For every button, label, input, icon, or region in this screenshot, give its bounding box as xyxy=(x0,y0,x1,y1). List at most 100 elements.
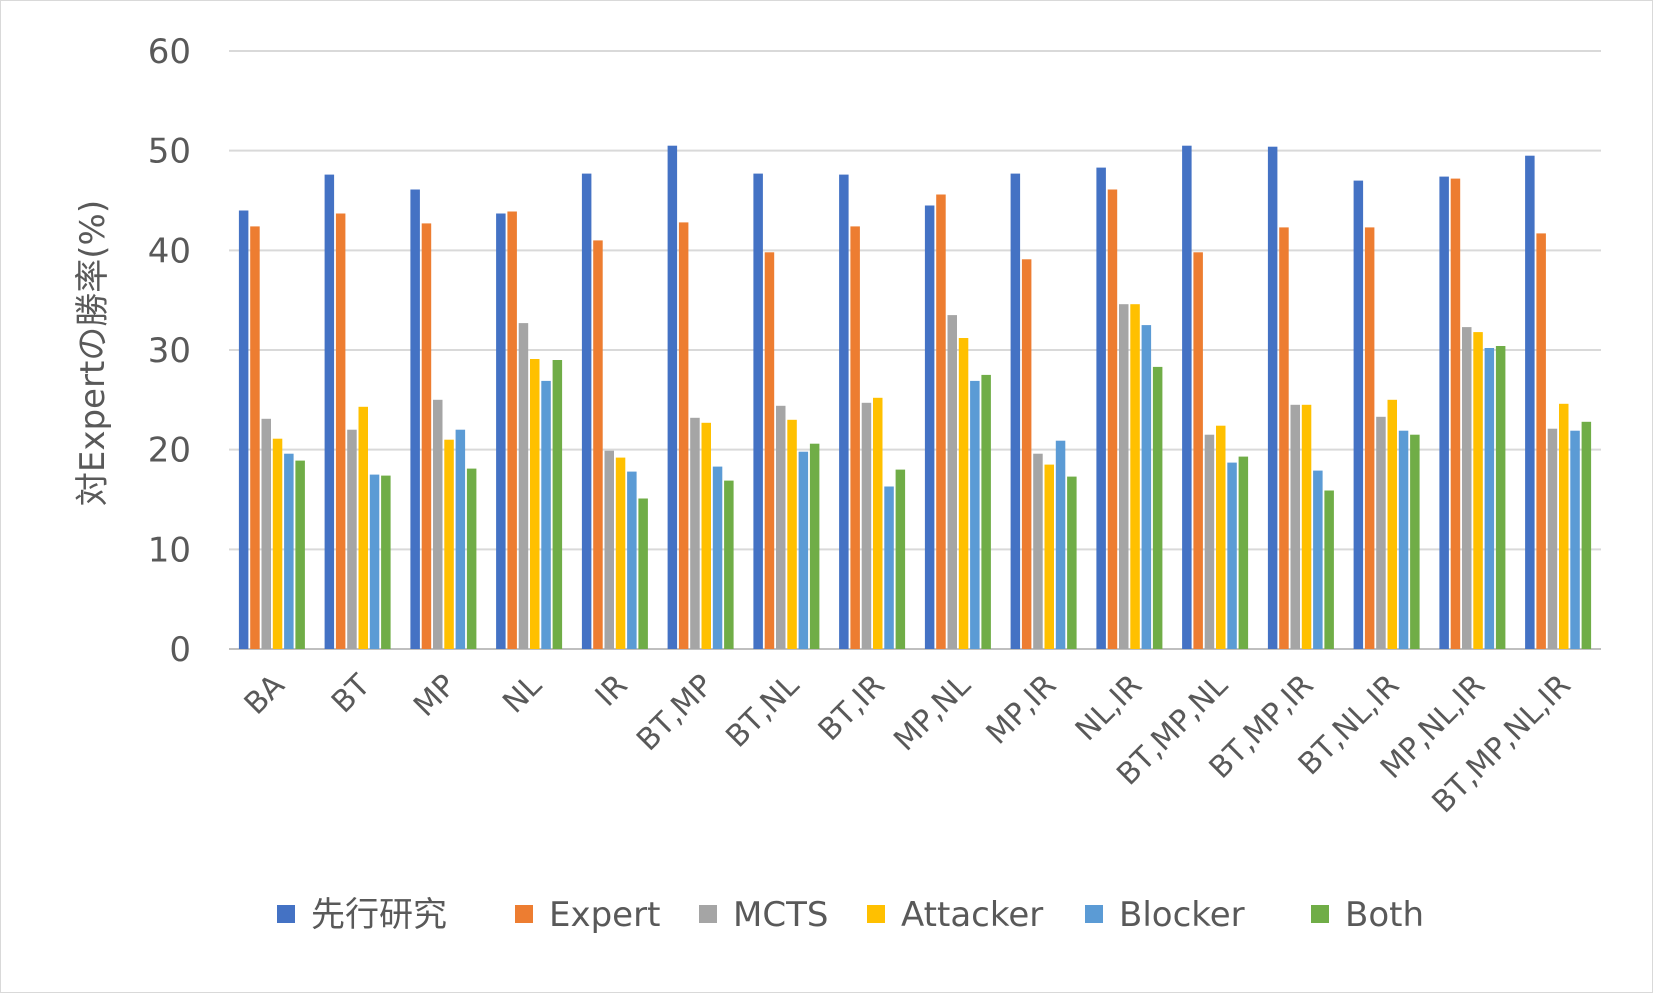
bar xyxy=(896,470,906,649)
bar xyxy=(262,419,272,649)
bar xyxy=(753,174,763,649)
y-tick-label: 50 xyxy=(148,132,191,172)
legend-swatch xyxy=(515,905,533,923)
bar xyxy=(724,481,734,649)
legend-label: Attacker xyxy=(901,895,1043,935)
legend-label: MCTS xyxy=(733,895,828,935)
bar xyxy=(1108,190,1118,650)
bar xyxy=(959,338,969,649)
bar xyxy=(1570,431,1580,649)
legend-swatch xyxy=(277,905,295,923)
bar xyxy=(295,461,305,649)
bar xyxy=(541,381,551,649)
bar xyxy=(839,175,849,649)
bar xyxy=(1045,465,1055,649)
bar xyxy=(1559,404,1569,649)
y-tick-label: 60 xyxy=(148,32,191,72)
legend-label: Expert xyxy=(549,895,660,935)
x-category-label: MP,IR xyxy=(980,668,1064,752)
bar xyxy=(433,400,443,649)
bar xyxy=(1548,429,1558,649)
bar xyxy=(1216,426,1226,649)
bar xyxy=(1182,146,1192,649)
y-tick-label: 0 xyxy=(169,630,191,670)
bar xyxy=(1313,471,1323,649)
bar xyxy=(862,403,872,649)
bar xyxy=(359,407,369,649)
bar xyxy=(873,398,883,649)
bar xyxy=(765,252,775,649)
bar xyxy=(1279,227,1289,649)
bar xyxy=(250,226,260,649)
bar xyxy=(410,190,420,650)
bar xyxy=(787,420,797,649)
bar xyxy=(690,418,700,649)
y-tick-label: 10 xyxy=(148,530,191,570)
bar xyxy=(799,452,809,649)
legend-swatch xyxy=(1085,905,1103,923)
x-category-label: BA xyxy=(238,668,292,722)
bar xyxy=(444,440,454,649)
x-category-label: MP xyxy=(407,668,463,724)
bar xyxy=(507,212,517,650)
bar xyxy=(553,360,563,649)
bar xyxy=(638,499,648,650)
legend-swatch xyxy=(867,905,885,923)
x-category-label: IR xyxy=(589,668,635,714)
legend-label: Both xyxy=(1345,895,1424,935)
bar xyxy=(1536,233,1546,649)
bar xyxy=(713,467,723,649)
y-tick-label: 30 xyxy=(148,331,191,371)
bar xyxy=(981,375,991,649)
y-tick-label: 40 xyxy=(148,231,191,271)
bar xyxy=(1376,417,1386,649)
bar xyxy=(519,323,529,649)
x-category-label: NL,IR xyxy=(1069,668,1149,748)
x-category-label: MP,NL xyxy=(887,668,977,758)
bar xyxy=(1056,441,1066,649)
bar xyxy=(1239,457,1249,649)
bar xyxy=(1033,454,1043,649)
bar xyxy=(1291,405,1301,649)
bar xyxy=(1142,325,1152,649)
x-category-label: NL xyxy=(496,668,549,721)
bar xyxy=(1205,435,1215,649)
bar xyxy=(284,454,294,649)
legend-label: 先行研究 xyxy=(311,895,447,935)
bar xyxy=(1302,405,1312,649)
bar xyxy=(325,175,335,649)
bar xyxy=(1473,332,1483,649)
x-category-label: BT,NL xyxy=(719,668,806,755)
x-category-label: BT,IR xyxy=(812,668,892,748)
bar xyxy=(347,430,357,649)
bar xyxy=(679,222,689,649)
bar xyxy=(936,195,946,650)
x-category-label: BT xyxy=(325,667,378,720)
y-axis-label: 対Expertの勝率(%) xyxy=(73,200,113,506)
bar xyxy=(702,423,712,649)
bar xyxy=(627,472,637,649)
bar xyxy=(1022,259,1032,649)
bar xyxy=(925,206,935,650)
bar xyxy=(422,223,432,649)
y-tick-label: 20 xyxy=(148,431,191,471)
x-category-label: BT,MP xyxy=(630,668,720,758)
bar xyxy=(970,381,980,649)
bar xyxy=(1451,179,1461,649)
bar xyxy=(1354,181,1364,649)
bar xyxy=(467,469,477,649)
bar xyxy=(776,406,786,649)
bar xyxy=(605,451,615,649)
bar xyxy=(1011,174,1021,649)
bar xyxy=(1485,348,1495,649)
bar xyxy=(810,444,820,649)
bar xyxy=(496,214,506,650)
legend-swatch xyxy=(699,905,717,923)
legend-swatch xyxy=(1311,905,1329,923)
bar xyxy=(1365,227,1375,649)
bar xyxy=(1067,477,1077,649)
bar xyxy=(530,359,540,649)
legend-label: Blocker xyxy=(1119,895,1245,935)
bar xyxy=(273,439,283,649)
